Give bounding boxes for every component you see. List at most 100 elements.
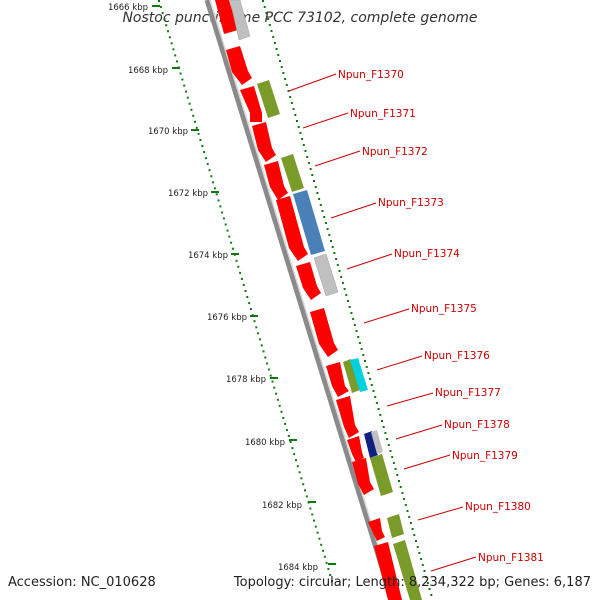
gene-arrow[interactable] (215, 0, 238, 34)
track-dot (268, 24, 271, 26)
gene-olive[interactable] (393, 540, 422, 600)
track-dot (396, 474, 399, 476)
gene-arrow[interactable] (310, 308, 338, 357)
gene-navy[interactable] (364, 431, 378, 458)
gene-gray[interactable] (229, 0, 251, 41)
gene-label[interactable]: Npun_F1375 (411, 303, 477, 315)
track-dot (263, 6, 266, 8)
gene-olive[interactable] (370, 454, 393, 496)
track-dot (387, 444, 390, 446)
gene-olive[interactable] (281, 154, 304, 192)
track-dot (399, 486, 402, 488)
track-dot (329, 574, 332, 576)
track-dot (266, 362, 269, 365)
gene-blue[interactable] (293, 190, 325, 255)
track-dot (304, 489, 306, 492)
gene-label[interactable]: Npun_F1371 (350, 108, 416, 120)
gene-arrow[interactable] (296, 262, 321, 300)
track-dot (185, 90, 187, 93)
track-dot (421, 564, 424, 566)
gene-gray[interactable] (371, 430, 383, 454)
ruler-tick-label: 1670 kbp (148, 127, 188, 137)
track-dot (302, 144, 305, 146)
track-dot (314, 186, 317, 188)
gene-arrow[interactable] (252, 122, 276, 162)
track-dot (323, 555, 326, 558)
gene-label[interactable]: Npun_F1373 (378, 197, 444, 209)
track-dot (404, 504, 407, 506)
track-dot (313, 180, 315, 182)
track-dot (358, 342, 361, 344)
gene-gray[interactable] (313, 253, 339, 297)
track-dot (269, 374, 272, 377)
track-dot (403, 498, 406, 500)
track-dot (260, 344, 263, 347)
track-dot (277, 54, 280, 56)
track-dot (319, 204, 322, 206)
track-dot (201, 145, 204, 147)
track-dot (237, 265, 240, 268)
track-dot (301, 138, 304, 140)
track-dot (321, 210, 324, 212)
gene-arrow[interactable] (336, 396, 359, 438)
track-dot (194, 120, 196, 123)
track-dot (362, 354, 365, 356)
track-dot (364, 360, 366, 362)
track-dot (264, 356, 267, 359)
track-dot (360, 348, 363, 350)
gene-label[interactable]: Npun_F1380 (465, 501, 531, 513)
gene-label[interactable]: Npun_F1381 (478, 552, 544, 564)
track-dot (357, 336, 360, 338)
gene-label[interactable]: Npun_F1379 (452, 450, 518, 462)
gene-arrow[interactable] (276, 196, 308, 261)
gene-cyan[interactable] (350, 358, 368, 392)
gene-label[interactable]: Npun_F1370 (338, 69, 404, 81)
gene-arrow[interactable] (240, 86, 262, 122)
track-dot (176, 60, 178, 63)
track-dot (282, 416, 285, 419)
gene-label[interactable]: Npun_F1378 (444, 419, 510, 431)
gene-label[interactable]: Npun_F1376 (424, 350, 490, 362)
track-dot (212, 181, 215, 184)
track-dot (289, 96, 292, 98)
track-dot (428, 588, 431, 590)
track-dot (271, 380, 274, 383)
track-dot (394, 468, 397, 470)
track-dot (348, 306, 351, 308)
track-dot (267, 368, 270, 371)
gene-arrow[interactable] (264, 161, 288, 200)
track-dot (165, 24, 168, 27)
gene-arrow[interactable] (352, 458, 374, 495)
gene-arrow[interactable] (374, 542, 402, 600)
track-dot (306, 156, 309, 158)
gene-arrow[interactable] (226, 46, 252, 85)
track-dot (197, 132, 200, 135)
gene-olive[interactable] (343, 359, 360, 393)
track-dot (262, 350, 265, 353)
track-dot (258, 338, 261, 341)
track-dot (333, 252, 336, 254)
gene-olive[interactable] (387, 514, 404, 538)
track-dot (276, 398, 279, 401)
track-dot (296, 465, 299, 468)
track-dot (215, 193, 218, 196)
gene-label[interactable]: Npun_F1377 (435, 387, 501, 399)
track-dot (340, 276, 343, 278)
track-dot (365, 366, 368, 368)
gene-label[interactable]: Npun_F1374 (394, 248, 460, 260)
track-dot (391, 456, 394, 458)
gene-arrow[interactable] (326, 362, 349, 397)
gene-arrow[interactable] (368, 518, 385, 541)
track-dot (275, 392, 278, 395)
track-dot (398, 480, 400, 482)
track-dot (379, 414, 382, 416)
track-dot (279, 60, 281, 62)
track-dot (287, 435, 290, 437)
track-dot (186, 96, 189, 99)
track-dot (353, 324, 356, 326)
gene-olive[interactable] (257, 80, 280, 118)
gene-label[interactable]: Npun_F1372 (362, 146, 428, 158)
track-dot (210, 175, 213, 178)
gene-arrow[interactable] (347, 436, 364, 462)
